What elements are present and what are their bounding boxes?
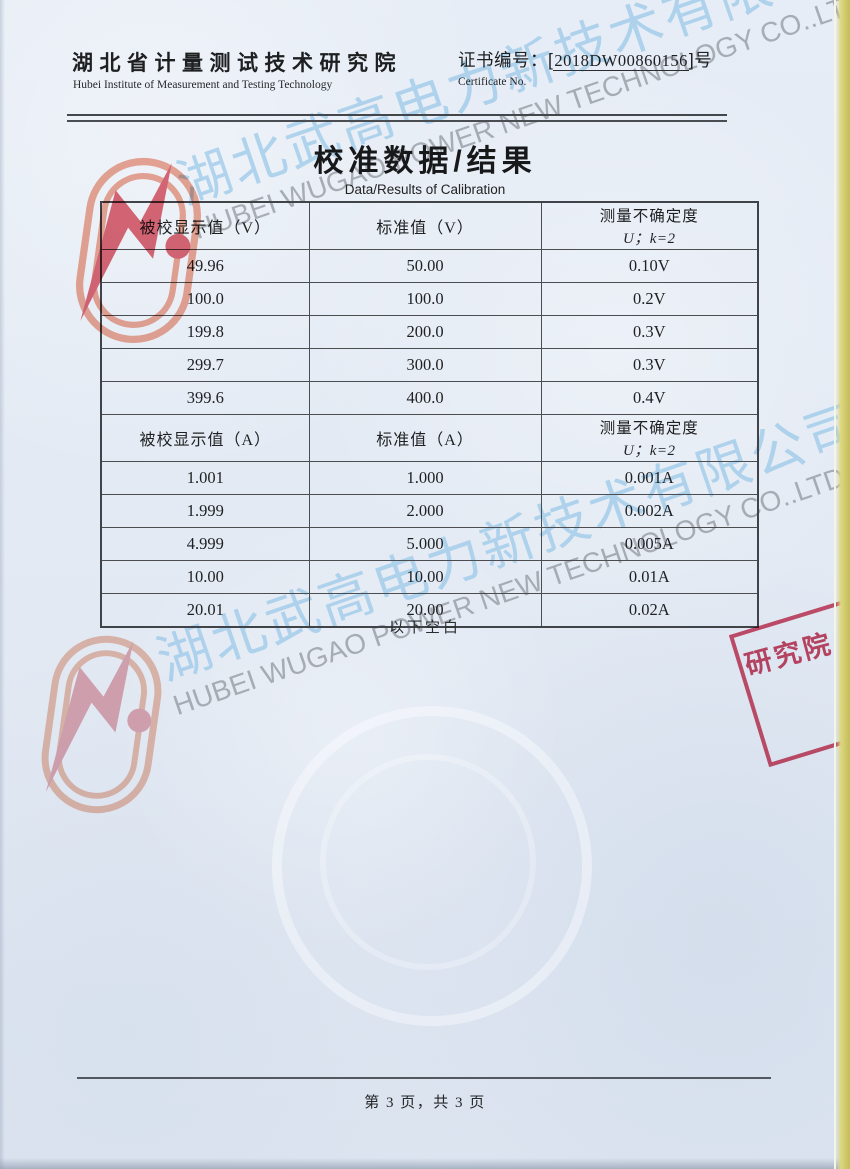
certificate-number-label-en: Certificate No. [458, 76, 527, 88]
column-header-uncertainty: 测量不确定度 U；k=2 [540, 414, 759, 462]
table-cell: 0.3V [540, 348, 759, 382]
table-row: 10.00 10.00 0.01A [100, 560, 759, 594]
uncertainty-header-line2: U；k=2 [622, 231, 676, 247]
column-header: 标准值（A） [308, 414, 542, 462]
table-cell: 399.6 [100, 381, 310, 415]
table-cell: 50.00 [308, 249, 542, 283]
scan-edge-left [0, 0, 5, 1169]
table-cell: 10.00 [308, 560, 542, 594]
table-row: 199.8 200.0 0.3V [100, 315, 759, 349]
table-row: 4.999 5.000 0.005A [100, 527, 759, 561]
footer-divider-rule [77, 1077, 771, 1079]
column-header: 标准值（V） [308, 201, 542, 250]
institute-name-en: Hubei Institute of Measurement and Testi… [73, 79, 333, 91]
table-cell: 0.3V [540, 315, 759, 349]
lightning-bolt-logo-icon [41, 635, 162, 814]
table-cell: 20.01 [100, 593, 310, 628]
column-header-uncertainty: 测量不确定度 U；k=2 [540, 201, 759, 250]
table-cell: 0.02A [540, 593, 759, 628]
table-row: 299.7 300.0 0.3V [100, 348, 759, 382]
stamp-text: 研究院 [741, 628, 837, 681]
table-cell: 1.001 [100, 461, 310, 495]
table-cell: 0.2V [540, 282, 759, 316]
table-cell: 100.0 [308, 282, 542, 316]
table-row: 1.001 1.000 0.001A [100, 461, 759, 495]
table-cell: 300.0 [308, 348, 542, 382]
faint-seal-ring-inner [320, 754, 536, 970]
table-cell: 2.000 [308, 494, 542, 528]
page-title: 校准数据/结果 [313, 145, 537, 178]
table-cell: 400.0 [308, 381, 542, 415]
table-cell: 0.01A [540, 560, 759, 594]
table-cell: 1.000 [308, 461, 542, 495]
scan-edge-bottom [0, 1158, 850, 1169]
calibration-table: 被校显示值（V） 标准值（V） 测量不确定度 U；k=2 49.96 50.00 0.10V… [100, 201, 759, 628]
certificate-number-line: 证书编号：[2018DW00860156]号 [458, 47, 712, 72]
lightning-bolt-logo-icon [75, 157, 201, 344]
column-header: 被校显示值（A） [100, 414, 310, 462]
certificate-number-suffix: 号 [694, 50, 713, 70]
below-blank-note: 以下空白 [388, 620, 461, 636]
faint-seal-ring [272, 706, 592, 1026]
table-header-row: 被校显示值（V） 标准值（V） 测量不确定度 U；k=2 [100, 201, 759, 250]
header-divider-rule [67, 114, 727, 122]
table-cell: 0.002A [540, 494, 759, 528]
table-row: 100.0 100.0 0.2V [100, 282, 759, 316]
table-cell: 0.005A [540, 527, 759, 561]
table-row: 49.96 50.00 0.10V [100, 249, 759, 283]
table-cell: 0.10V [540, 249, 759, 283]
certificate-number-block: 证书编号：[2018DW00860156]号 Certificate No. [458, 47, 712, 88]
bracket-close: ] [688, 50, 695, 70]
table-cell: 10.00 [100, 560, 310, 594]
certificate-number-label: 证书编号： [458, 50, 548, 70]
uncertainty-header-line1: 测量不确定度 [599, 420, 699, 437]
table-cell: 100.0 [100, 282, 310, 316]
table-cell: 4.999 [100, 527, 310, 561]
uncertainty-header-line1: 测量不确定度 [599, 208, 699, 225]
page-number: 第 3 页，共 3 页 [364, 1095, 486, 1111]
table-cell: 0.001A [540, 461, 759, 495]
table-cell: 5.000 [308, 527, 542, 561]
table-cell: 199.8 [100, 315, 310, 349]
table-cell: 0.4V [540, 381, 759, 415]
bracket-open: [ [548, 50, 554, 70]
table-cell: 299.7 [100, 348, 310, 382]
table-cell: 1.999 [100, 494, 310, 528]
table-row: 399.6 400.0 0.4V [100, 381, 759, 415]
scan-edge-right [834, 0, 850, 1169]
table-cell: 49.96 [100, 249, 310, 283]
page-subtitle: Data/Results of Calibration [344, 182, 506, 197]
table-cell: 200.0 [308, 315, 542, 349]
uncertainty-header-line2: U；k=2 [622, 443, 676, 459]
table-row: 20.01 20.00 0.02A [100, 593, 759, 628]
table-row: 1.999 2.000 0.002A [100, 494, 759, 528]
certificate-number-value: 2018DW00860156 [553, 51, 689, 71]
calibration-table-body: 被校显示值（V） 标准值（V） 测量不确定度 U；k=2 49.96 50.00 0.10V… [100, 201, 759, 628]
institute-name-cn: 湖北省计量测试技术研究院 [72, 52, 402, 75]
table-header-row: 被校显示值（A） 标准值（A） 测量不确定度 U；k=2 [100, 414, 759, 462]
